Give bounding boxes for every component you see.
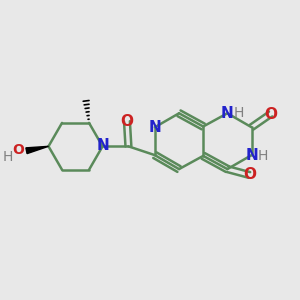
Text: N: N bbox=[245, 148, 258, 163]
Text: H: H bbox=[3, 150, 13, 164]
Text: O: O bbox=[12, 143, 24, 157]
Text: O: O bbox=[120, 114, 134, 129]
Text: H: H bbox=[257, 149, 268, 163]
Text: N: N bbox=[97, 138, 110, 153]
Polygon shape bbox=[26, 146, 49, 154]
Text: O: O bbox=[243, 167, 256, 182]
Text: O: O bbox=[264, 106, 277, 122]
Text: N: N bbox=[148, 120, 161, 135]
Text: N: N bbox=[221, 106, 234, 121]
Text: H: H bbox=[233, 106, 244, 120]
